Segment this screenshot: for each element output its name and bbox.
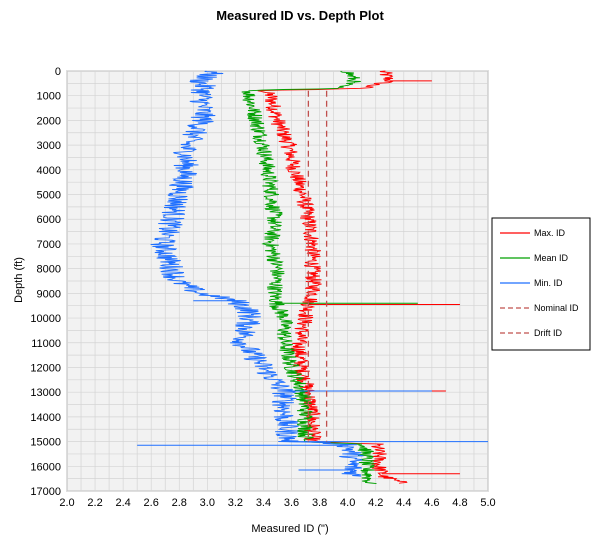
x-tick-label: 4.6 [424, 497, 439, 509]
y-tick-label: 10000 [30, 313, 61, 325]
x-tick-label: 5.0 [480, 497, 495, 509]
x-tick-label: 3.2 [228, 497, 243, 509]
y-axis-ticks: 0 1000 2000 3000 4000 5000 6000 7000 8000 9000 100… [30, 66, 61, 498]
y-tick-label: 4000 [37, 165, 61, 177]
y-tick-label: 8000 [37, 264, 61, 276]
y-tick-label: 9000 [37, 288, 61, 300]
y-axis-label: Depth (ft) [13, 257, 25, 303]
x-tick-label: 3.6 [284, 497, 299, 509]
y-tick-label: 12000 [30, 362, 61, 374]
x-tick-label: 2.2 [87, 497, 102, 509]
x-axis-ticks: 2.0 2.2 2.4 2.6 2.8 3.0 3.2 3.4 3.6 3.8 4.0 4.2 4.4 4… [59, 497, 495, 509]
series-layer [137, 70, 488, 485]
y-tick-label: 0 [55, 66, 61, 78]
legend-entry: Mean ID [534, 253, 569, 263]
y-tick-label: 15000 [30, 437, 61, 449]
x-axis-label: Measured ID (") [251, 523, 328, 535]
y-tick-label: 13000 [30, 387, 61, 399]
x-tick-label: 2.8 [172, 497, 187, 509]
y-tick-label: 3000 [37, 140, 61, 152]
x-tick-label: 4.2 [368, 497, 383, 509]
x-tick-label: 3.8 [312, 497, 327, 509]
y-tick-label: 14000 [30, 412, 61, 424]
y-tick-label: 11000 [31, 338, 61, 350]
x-tick-label: 4.8 [452, 497, 467, 509]
chart-title: Measured ID vs. Depth Plot [216, 8, 384, 23]
legend: Max. ID Mean ID Min. ID Nominal ID Drift ID [491, 217, 591, 351]
y-tick-label: 16000 [30, 461, 61, 473]
legend-box [491, 217, 591, 351]
y-tick-label: 2000 [37, 115, 61, 127]
y-tick-label: 6000 [37, 214, 61, 226]
legend-entry: Max. ID [534, 228, 566, 238]
series-min-id [137, 70, 488, 477]
x-tick-label: 4.4 [396, 497, 411, 509]
x-tick-label: 2.6 [144, 497, 159, 509]
x-tick-label: 2.4 [115, 497, 130, 509]
x-tick-label: 4.0 [340, 497, 355, 509]
y-tick-label: 1000 [37, 91, 61, 103]
legend-entry: Drift ID [534, 328, 562, 338]
series-line [241, 70, 377, 485]
series-mean-id [241, 70, 418, 485]
y-tick-label: 7000 [37, 239, 61, 251]
x-tick-label: 3.0 [200, 497, 215, 509]
x-tick-label: 3.4 [256, 497, 271, 509]
y-tick-label: 17000 [30, 486, 61, 498]
series-line [257, 70, 408, 484]
legend-entry: Nominal ID [534, 303, 579, 313]
legend-entry: Min. ID [534, 278, 563, 288]
x-tick-label: 2.0 [59, 497, 74, 509]
y-tick-label: 5000 [37, 190, 61, 202]
series-line [150, 70, 364, 477]
